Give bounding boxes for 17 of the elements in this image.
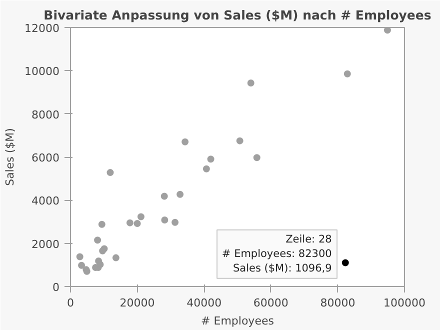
y-tick-label: 10000 — [24, 65, 60, 78]
x-tick-label: 0 — [67, 296, 74, 310]
y-tick-label: 12000 — [24, 22, 60, 35]
chart-title: Bivariate Anpassung von Sales ($M) nach # Employees — [44, 8, 432, 22]
y-tick-label: 6000 — [32, 152, 60, 164]
x-tick-label: 100000 — [384, 296, 426, 310]
x-tick-label: 40000 — [186, 296, 222, 310]
annotation: Zeile: 28 # Employees: 82300 Sales ($M): 1096,9 — [222, 234, 332, 275]
y-axis-title: Sales ($M) — [4, 128, 17, 186]
x-tick-label: 60000 — [253, 296, 288, 310]
y-tick-label: 2000 — [32, 238, 60, 251]
y-tick-label: 4000 — [32, 194, 60, 208]
x-tick-label: 20000 — [120, 296, 155, 310]
y-tick-label: 0 — [52, 281, 60, 294]
y-tick-label: 8000 — [32, 108, 60, 122]
x-tick-label: 80000 — [320, 296, 356, 310]
x-axis-title: # Employees — [201, 314, 274, 328]
